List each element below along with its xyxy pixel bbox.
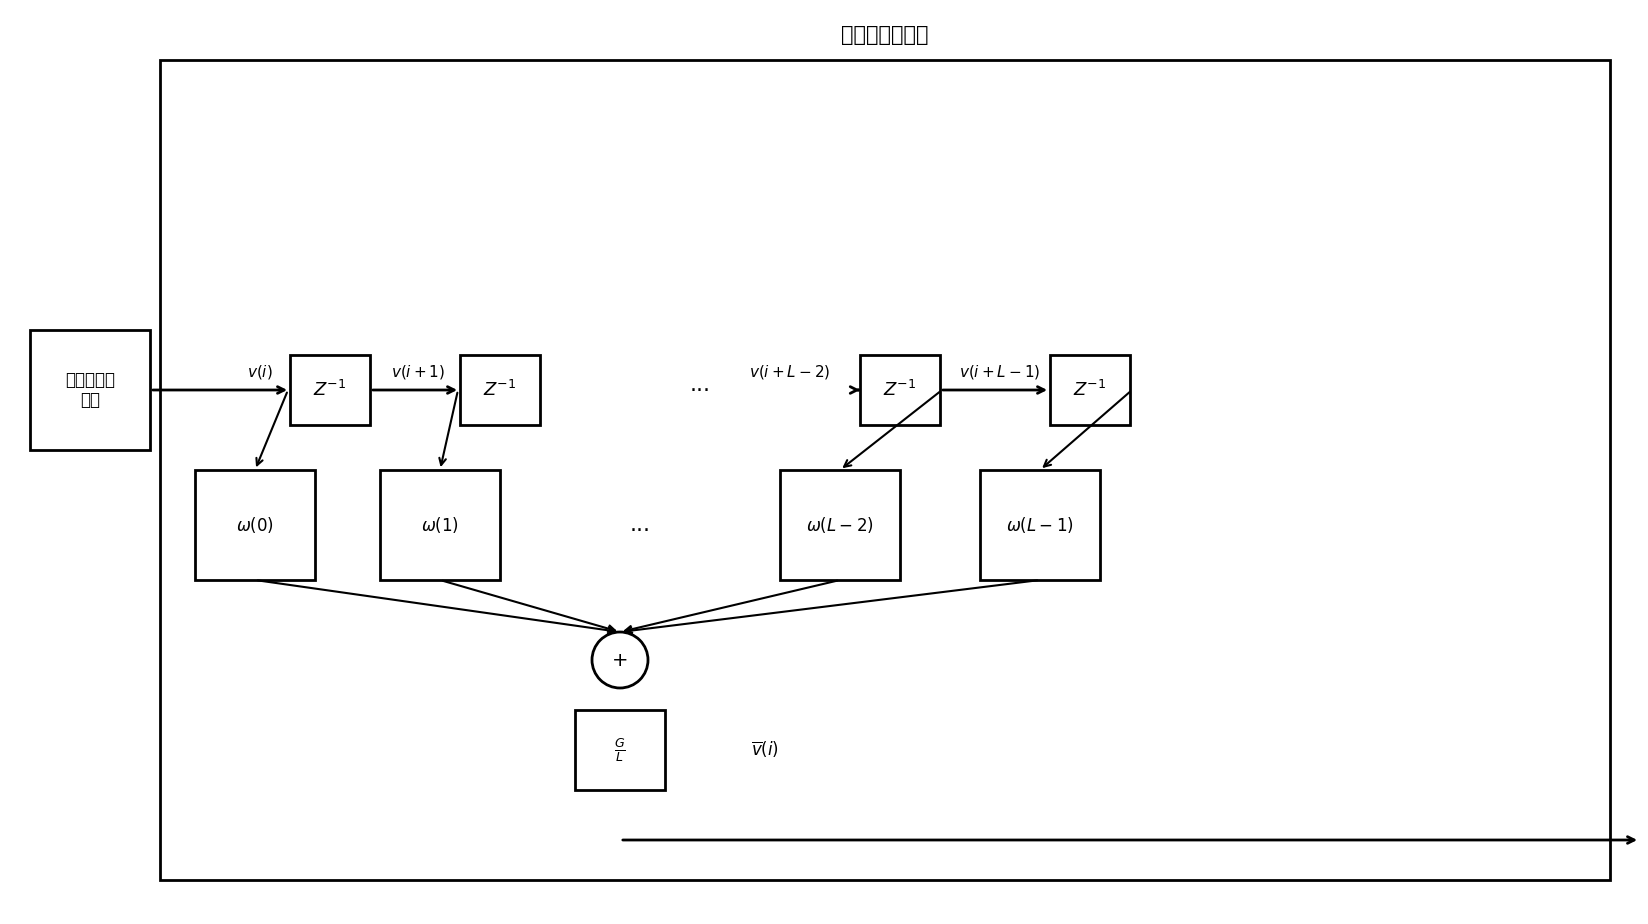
Bar	[460, 355, 541, 425]
Text: 滑动平均滤波器: 滑动平均滤波器	[840, 25, 929, 45]
Bar	[1050, 355, 1131, 425]
Bar	[780, 470, 900, 580]
Text: $\omega(1)$: $\omega(1)$	[420, 515, 460, 535]
Text: ...: ...	[630, 515, 651, 535]
Text: $v(i+1)$: $v(i+1)$	[391, 363, 445, 381]
Text: 直线加减速
规划: 直线加减速 规划	[64, 371, 115, 409]
Text: +: +	[611, 650, 628, 670]
Text: $\omega(L-2)$: $\omega(L-2)$	[806, 515, 873, 535]
Bar	[860, 355, 939, 425]
Text: $\omega(L-1)$: $\omega(L-1)$	[1007, 515, 1074, 535]
Bar	[381, 470, 499, 580]
Text: $\frac{G}{L}$: $\frac{G}{L}$	[615, 736, 626, 764]
Bar	[290, 355, 371, 425]
Text: $Z^{-1}$: $Z^{-1}$	[883, 380, 916, 400]
Text: $\omega(0)$: $\omega(0)$	[236, 515, 274, 535]
Text: $v(i+L-1)$: $v(i+L-1)$	[959, 363, 1042, 381]
Bar	[160, 60, 1610, 880]
Text: $\overline{v}(i)$: $\overline{v}(i)$	[751, 740, 780, 760]
Text: $Z^{-1}$: $Z^{-1}$	[313, 380, 346, 400]
Text: $v(i+L-2)$: $v(i+L-2)$	[750, 363, 831, 381]
Bar	[30, 330, 150, 450]
Text: $Z^{-1}$: $Z^{-1}$	[483, 380, 517, 400]
Text: ...: ...	[689, 375, 710, 395]
Text: $v(i)$: $v(i)$	[247, 363, 274, 381]
Bar	[575, 710, 666, 790]
Bar	[981, 470, 1099, 580]
Text: $Z^{-1}$: $Z^{-1}$	[1073, 380, 1107, 400]
Circle shape	[592, 632, 648, 688]
Bar	[194, 470, 315, 580]
